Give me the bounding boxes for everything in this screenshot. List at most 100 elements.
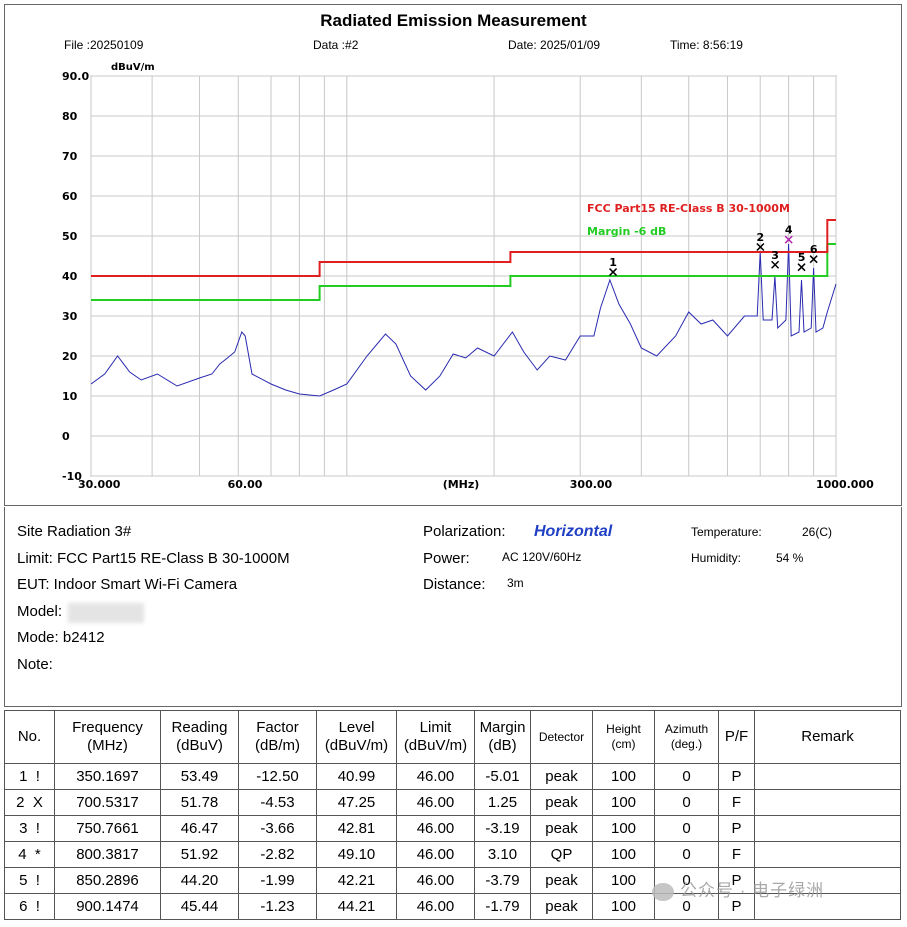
cell-detector: peak bbox=[530, 789, 593, 816]
col-margin: Margin (dB) bbox=[474, 710, 531, 764]
cell-remark bbox=[754, 841, 901, 868]
cell-level: 49.10 bbox=[316, 841, 397, 868]
cell-reading: 51.92 bbox=[160, 841, 239, 868]
table-row: 3 ! 750.7661 46.47 -3.66 42.81 46.00 -3.19 peak… bbox=[4, 815, 901, 842]
x-axis-label: (MHz) bbox=[443, 478, 480, 491]
y-tick-label: 60 bbox=[62, 190, 78, 203]
polarization-value: Horizontal bbox=[534, 523, 613, 540]
cell-azimuth: 0 bbox=[654, 815, 719, 842]
table-row: 1 ! 350.1697 53.49 -12.50 40.99 46.00 -5.01 pea… bbox=[4, 763, 901, 790]
col-remark: Remark bbox=[754, 710, 901, 764]
marker-x bbox=[784, 235, 793, 244]
cell-level: 47.25 bbox=[316, 789, 397, 816]
marker-x bbox=[609, 268, 618, 277]
cell-limit: 46.00 bbox=[396, 867, 475, 894]
cell-detector: peak bbox=[530, 893, 593, 920]
y-tick-label: 50 bbox=[62, 230, 78, 243]
model-label: Model: bbox=[17, 603, 63, 620]
marker-label: 3 bbox=[771, 249, 779, 262]
cell-azimuth: 0 bbox=[654, 789, 719, 816]
watermark: 公众号 · 电子绿洲 bbox=[652, 876, 824, 901]
cell-freq: 850.2896 bbox=[54, 867, 161, 894]
cell-reading: 44.20 bbox=[160, 867, 239, 894]
cell-height: 100 bbox=[592, 815, 655, 842]
power-label: Power: bbox=[423, 550, 470, 567]
x-tick-label: 300.00 bbox=[570, 478, 613, 491]
marker-label: 6 bbox=[810, 243, 818, 256]
cell-pf: P bbox=[718, 867, 755, 894]
cell-level: 42.21 bbox=[316, 867, 397, 894]
cell-factor: -1.99 bbox=[238, 867, 317, 894]
y-tick-label: 90.0 bbox=[62, 70, 89, 83]
y-tick-label: 10 bbox=[62, 390, 78, 403]
cell-azimuth: 0 bbox=[654, 763, 719, 790]
distance-label: Distance: bbox=[423, 576, 486, 593]
marker-x bbox=[771, 260, 780, 269]
wechat-icon bbox=[652, 882, 674, 901]
temperature-label: Temperature: bbox=[691, 525, 762, 539]
marker-label: 4 bbox=[785, 224, 793, 237]
cell-no: 4 * bbox=[4, 841, 55, 868]
y-tick-label: 80 bbox=[62, 110, 78, 123]
col-level: Level (dBuV/m) bbox=[316, 710, 397, 764]
model-redaction bbox=[68, 603, 144, 623]
col-frequency: Frequency (MHz) bbox=[54, 710, 161, 764]
result-table: No. Frequency (MHz) Reading (dBuV) Factor(… bbox=[4, 710, 901, 920]
note-label: Note: bbox=[17, 656, 53, 673]
legend-margin: Margin -6 dB bbox=[587, 225, 666, 238]
cell-no: 5 ! bbox=[4, 867, 55, 894]
cell-limit: 46.00 bbox=[396, 893, 475, 920]
date-label: Date: 2025/01/09 bbox=[508, 38, 601, 52]
cell-detector: QP bbox=[530, 841, 593, 868]
marker-x bbox=[809, 255, 818, 264]
col-height: Height (cm) bbox=[592, 710, 655, 764]
y-unit-label: dBuV/m bbox=[111, 62, 155, 73]
polarization-label: Polarization: bbox=[423, 523, 506, 540]
marker-label: 2 bbox=[757, 231, 765, 244]
cell-reading: 45.44 bbox=[160, 893, 239, 920]
y-tick-label: 70 bbox=[62, 150, 78, 163]
cell-azimuth: 0 bbox=[654, 841, 719, 868]
cell-factor: -1.23 bbox=[238, 893, 317, 920]
power-value: AC 120V/60Hz bbox=[502, 550, 582, 564]
y-tick-label: 30 bbox=[62, 310, 78, 323]
y-tick-label: -10 bbox=[62, 470, 82, 483]
eut-text: EUT: Indoor Smart Wi-Fi Camera bbox=[17, 576, 238, 593]
col-factor: Factor (dB/m) bbox=[238, 710, 317, 764]
cell-factor: -3.66 bbox=[238, 815, 317, 842]
cell-limit: 46.00 bbox=[396, 815, 475, 842]
cell-pf: P bbox=[718, 763, 755, 790]
plot-frame bbox=[4, 4, 902, 506]
cell-margin: -1.79 bbox=[474, 893, 531, 920]
mode-text: Mode: b2412 bbox=[17, 629, 105, 646]
cell-height: 100 bbox=[592, 841, 655, 868]
cell-factor: -12.50 bbox=[238, 763, 317, 790]
temperature-value: 26(C) bbox=[802, 525, 833, 539]
cell-margin: -3.79 bbox=[474, 867, 531, 894]
marker-x bbox=[756, 242, 765, 252]
cell-limit: 46.00 bbox=[396, 789, 475, 816]
y-tick-label: 40 bbox=[62, 270, 78, 283]
cell-remark bbox=[754, 867, 901, 894]
humidity-label: Humidity: bbox=[691, 551, 742, 565]
cell-level: 40.99 bbox=[316, 763, 397, 790]
table-row: 6 ! 900.1474 45.44 -1.23 44.21 46.00 -1.79 peak… bbox=[4, 893, 901, 920]
cell-height: 100 bbox=[592, 763, 655, 790]
cell-factor: -2.82 bbox=[238, 841, 317, 868]
cell-level: 42.81 bbox=[316, 815, 397, 842]
cell-reading: 46.47 bbox=[160, 815, 239, 842]
limit-text: Limit: FCC Part15 RE-Class B 30-1000M bbox=[17, 550, 290, 567]
cell-detector: peak bbox=[530, 867, 593, 894]
col-detector: Detector bbox=[530, 710, 593, 764]
cell-remark bbox=[754, 815, 901, 842]
cell-no: 6 ! bbox=[4, 893, 55, 920]
cell-freq: 800.3817 bbox=[54, 841, 161, 868]
measurement-trace bbox=[90, 243, 837, 397]
cell-factor: -4.53 bbox=[238, 789, 317, 816]
cell-reading: 51.78 bbox=[160, 789, 239, 816]
cell-height: 100 bbox=[592, 893, 655, 920]
cell-freq: 700.5317 bbox=[54, 789, 161, 816]
cell-margin: -5.01 bbox=[474, 763, 531, 790]
time-label: Time: 8:56:19 bbox=[670, 38, 743, 52]
cell-limit: 46.00 bbox=[396, 763, 475, 790]
